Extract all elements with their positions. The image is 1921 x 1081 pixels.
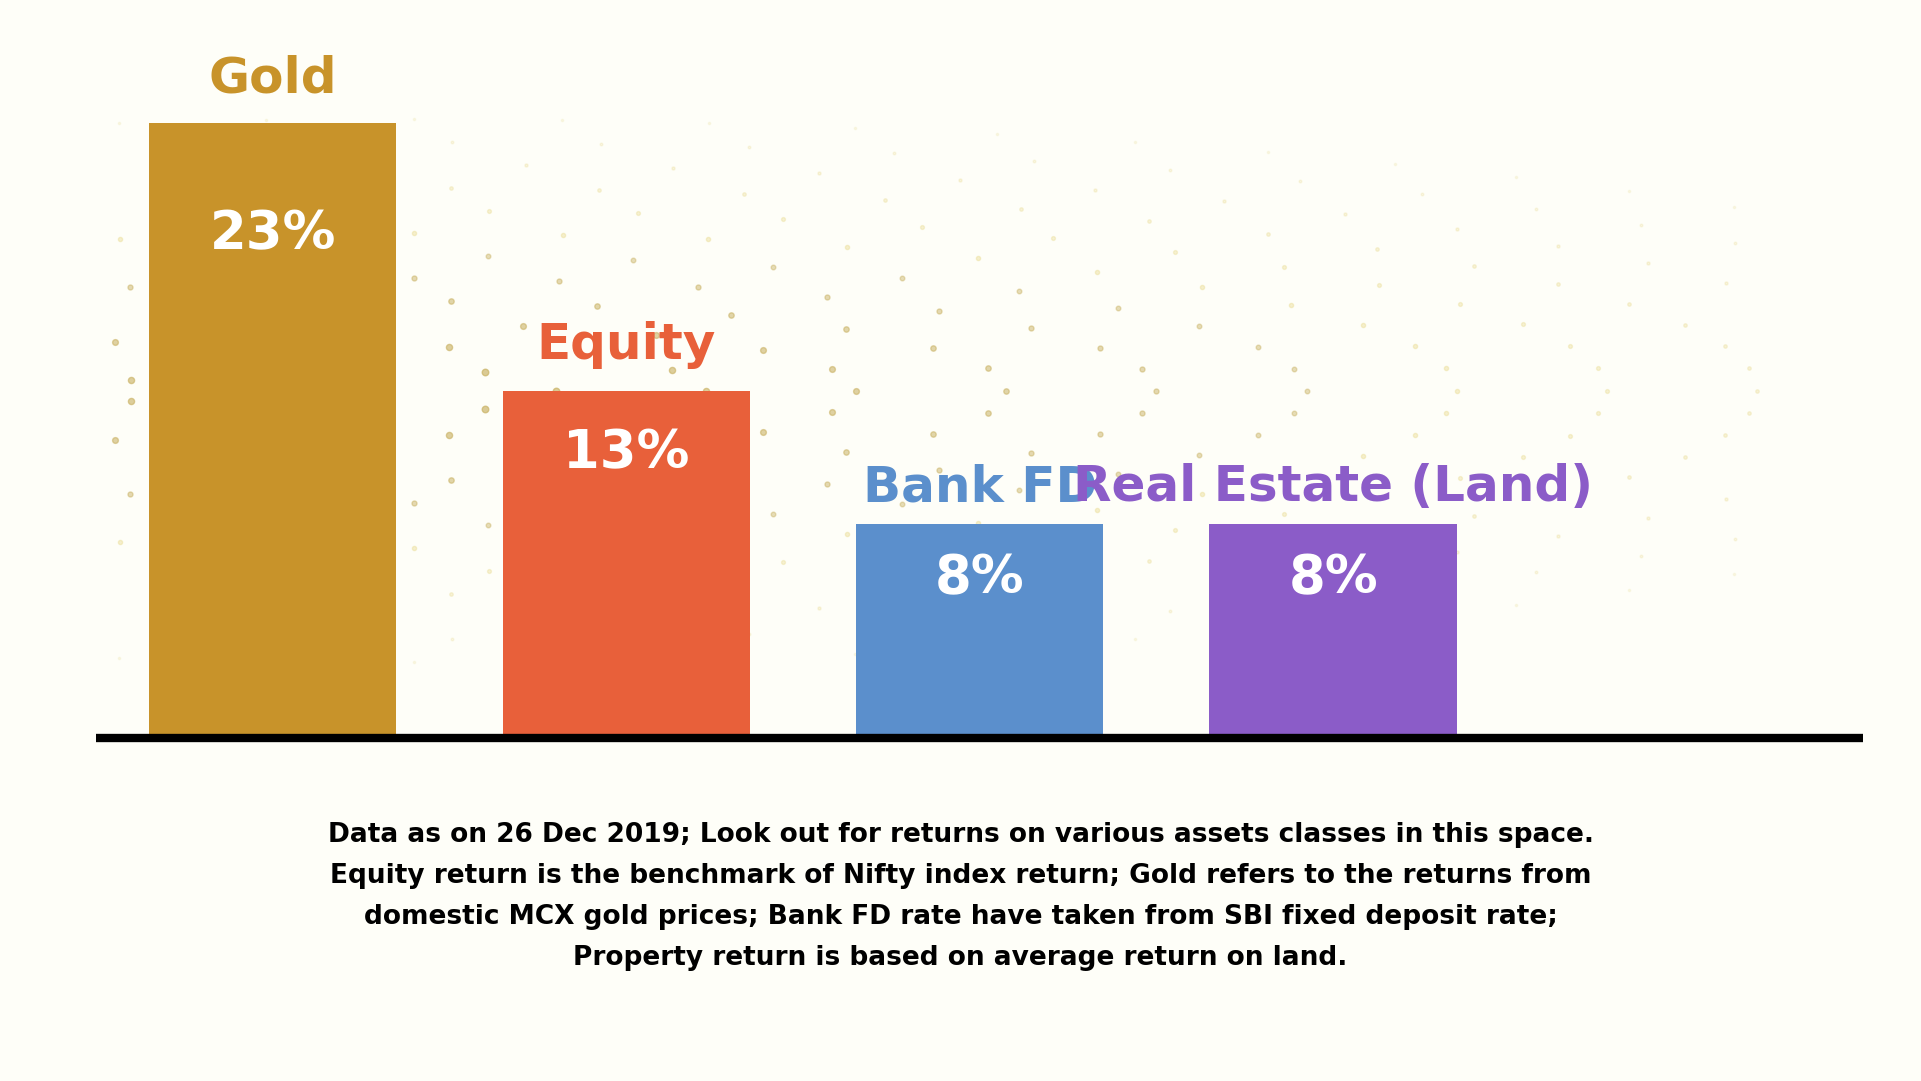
Bar bbox=[1210, 524, 1456, 738]
Text: 13%: 13% bbox=[563, 427, 690, 479]
Text: Gold: Gold bbox=[209, 54, 336, 102]
Text: Equity: Equity bbox=[536, 321, 717, 370]
Text: Data as on 26 Dec 2019; Look out for returns on various assets classes in this s: Data as on 26 Dec 2019; Look out for ret… bbox=[327, 822, 1594, 971]
Text: 8%: 8% bbox=[1289, 551, 1377, 604]
Bar bbox=[503, 390, 749, 738]
Bar bbox=[150, 123, 396, 738]
Text: Real Estate (Land): Real Estate (Land) bbox=[1074, 463, 1593, 511]
Text: 23%: 23% bbox=[209, 209, 336, 261]
Bar bbox=[857, 524, 1103, 738]
Text: 8%: 8% bbox=[936, 551, 1024, 604]
Text: Bank FD: Bank FD bbox=[863, 463, 1097, 511]
